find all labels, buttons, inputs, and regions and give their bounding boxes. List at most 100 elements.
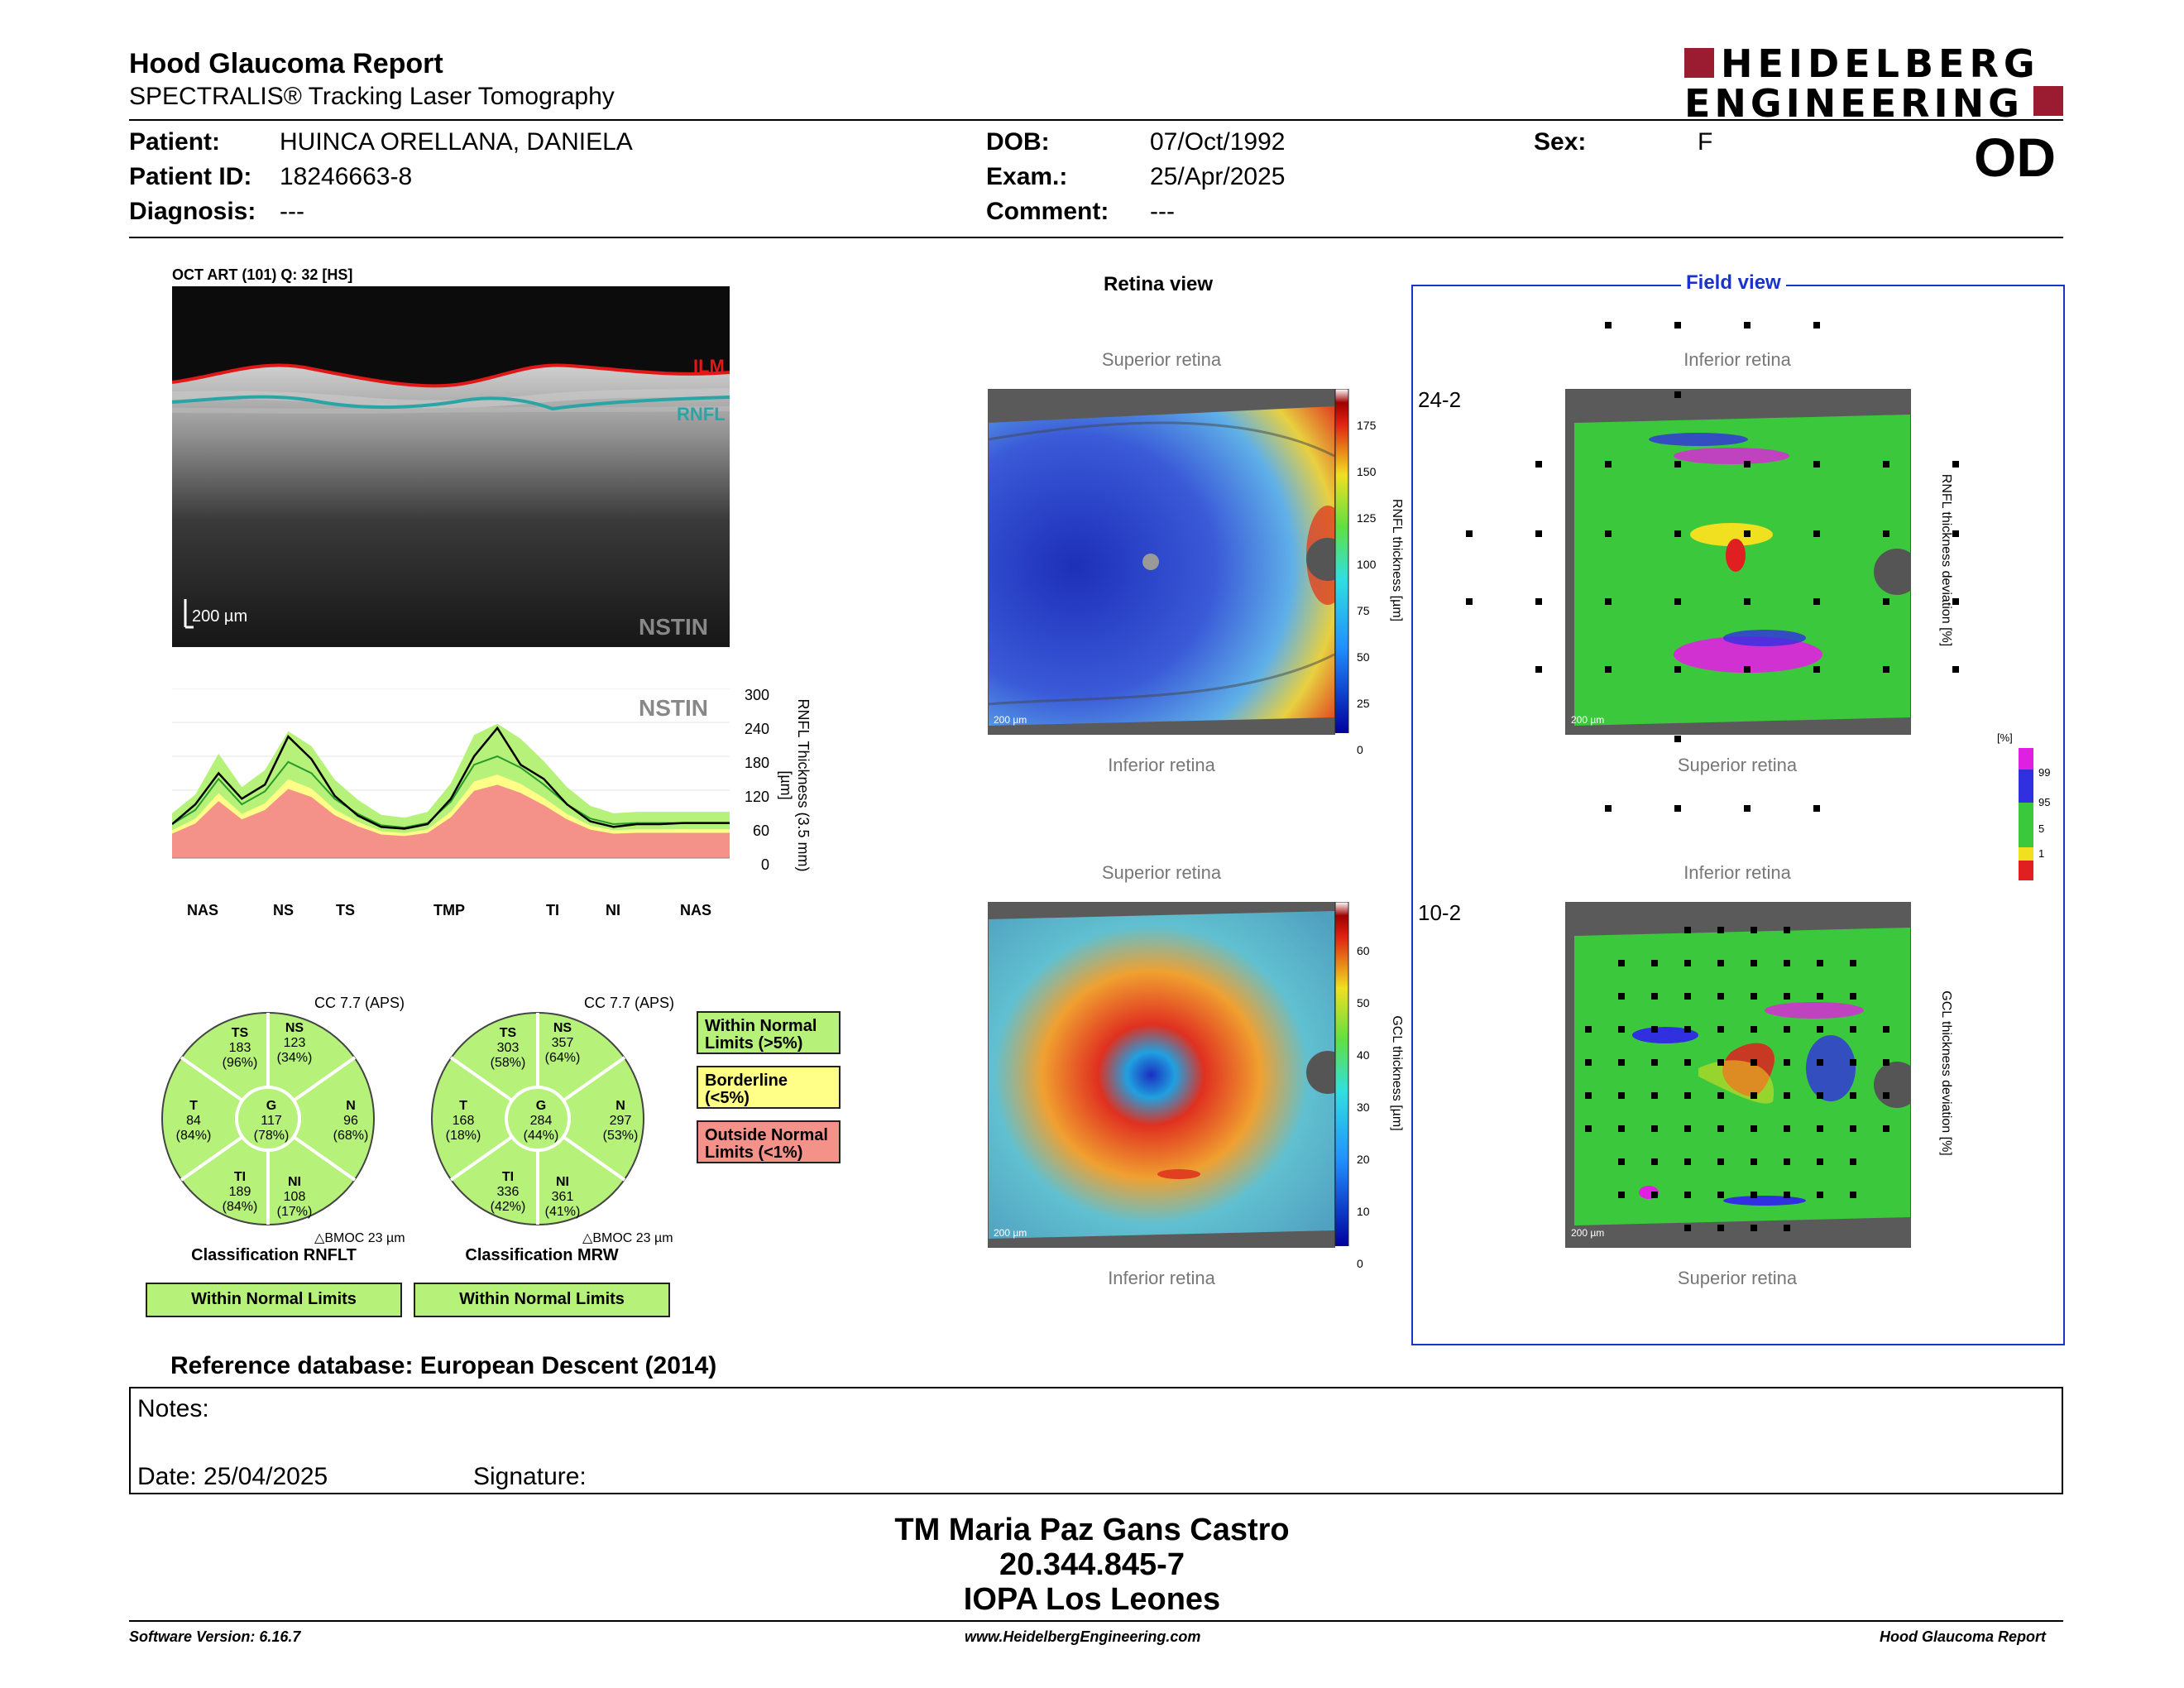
field-test-point (1585, 1092, 1592, 1099)
field-test-point (1651, 1026, 1658, 1033)
x-label-nas: NAS (187, 902, 219, 918)
pct-tick-99: 99 (2038, 766, 2051, 779)
field-test-point (1751, 1026, 1757, 1033)
eye-label: OD (1974, 127, 2056, 188)
grid-10-2-label: 10-2 (1418, 900, 1462, 925)
field-test-point (1674, 805, 1681, 812)
field-test-point (1674, 598, 1681, 605)
pct-tick-95: 95 (2038, 796, 2051, 808)
rnfl-dev-scale: 200 µm (1571, 714, 1605, 726)
field-test-point (1883, 1125, 1889, 1132)
y-tick: 240 (744, 721, 769, 737)
field-test-point (1850, 1092, 1856, 1099)
field-test-point (1717, 1158, 1724, 1165)
signer-block: TM Maria Paz Gans Castro 20.344.845-7 IO… (827, 1513, 1357, 1617)
field-test-point (1952, 530, 1959, 537)
field-test-point (1717, 1026, 1724, 1033)
retina-top-caption-2: Superior retina (1101, 862, 1222, 883)
mrw-sector-ns: NS 357 (64%) (544, 1021, 581, 1065)
field-test-point (1850, 1125, 1856, 1132)
field-test-point (1817, 1059, 1823, 1066)
pct-tick-5: 5 (2038, 822, 2045, 835)
field-test-point (1674, 461, 1681, 468)
report-subtitle: SPECTRALIS® Tracking Laser Tomography (129, 83, 615, 110)
field-test-point (1618, 1192, 1625, 1198)
field-test-point (1651, 1059, 1658, 1066)
field-test-point (1784, 1026, 1790, 1033)
field-test-point (1717, 927, 1724, 933)
diagnosis-value: --- (280, 198, 304, 225)
rnfl-colorbar-label: RNFL thickness [µm] (1390, 498, 1404, 622)
mrw-sector-t: T 168 (18%) (445, 1099, 481, 1143)
field-test-point (1717, 1225, 1724, 1231)
field-test-point (1813, 598, 1820, 605)
mrw-sector-ni: NI 361 (41%) (544, 1175, 581, 1219)
field-test-point (1784, 1092, 1790, 1099)
gcl-dev-scale: 200 µm (1571, 1227, 1605, 1239)
field-test-point (1744, 666, 1751, 673)
rnfl-map-scale: 200 µm (994, 714, 1027, 726)
y-tick: 60 (752, 822, 769, 839)
rnflt-sector-ni: NI 108 (17%) (276, 1175, 313, 1219)
field-test-point (1535, 461, 1542, 468)
rnfl-label: RNFL (677, 404, 726, 424)
field-test-point (1684, 1059, 1691, 1066)
field-test-point (1817, 1192, 1823, 1198)
sex-value: F (1698, 128, 1713, 156)
legend-outside: Outside Normal Limits (<1%) (697, 1120, 841, 1163)
field-test-point (1850, 960, 1856, 966)
field-view-title: Field view (1681, 271, 1786, 295)
signer-name: TM Maria Paz Gans Castro (894, 1513, 1290, 1547)
rnfl-colorbar (1334, 389, 1349, 733)
field-test-point (1744, 322, 1751, 328)
field-test-point (1618, 960, 1625, 966)
notes-date: Date: 25/04/2025 (137, 1463, 328, 1490)
rnfl-deviation-map: 200 µm (1565, 389, 1911, 735)
field-test-point (1605, 598, 1612, 605)
field-test-point (1618, 1158, 1625, 1165)
field-test-point (1651, 1158, 1658, 1165)
mrw-sector-n: N 297 (53%) (602, 1099, 639, 1143)
field-test-point (1952, 666, 1959, 673)
field-test-point (1883, 1092, 1889, 1099)
website-link[interactable]: www.HeidelbergEngineering.com (965, 1628, 1201, 1645)
field-top-caption-2: Inferior retina (1684, 862, 1791, 883)
retina-bottom-caption-1: Inferior retina (1108, 755, 1215, 775)
field-test-point (1813, 666, 1820, 673)
patient-id-label: Patient ID: (129, 163, 252, 190)
field-test-point (1883, 1026, 1889, 1033)
rnfl-colorbar-ticks: 175 150 125 100 75 50 25 0 (1357, 419, 1377, 756)
field-test-point (1883, 530, 1889, 537)
oct-caption: OCT ART (101) Q: 32 [HS] (172, 266, 353, 283)
software-version: Software Version: 6.16.7 (129, 1628, 301, 1645)
field-test-point (1883, 1059, 1889, 1066)
field-test-point (1717, 1092, 1724, 1099)
field-test-point (1784, 1125, 1790, 1132)
brand-line-1: HEIDELBERG (1721, 41, 2040, 86)
field-test-point (1751, 1059, 1757, 1066)
field-test-point (1717, 1125, 1724, 1132)
field-test-point (1717, 993, 1724, 1000)
field-test-point (1618, 1059, 1625, 1066)
field-test-point (1651, 960, 1658, 966)
outside-band (172, 784, 730, 858)
field-test-point (1605, 530, 1612, 537)
field-test-point (1784, 1158, 1790, 1165)
field-test-point (1684, 1158, 1691, 1165)
field-test-point (1744, 461, 1751, 468)
field-test-point (1751, 1158, 1757, 1165)
rnflt-sector-g: G 117 (78%) (253, 1099, 290, 1143)
profile-y-label: RNFL Thickness (3.5 mm) [µm] (778, 698, 812, 872)
field-test-point (1813, 805, 1820, 812)
field-test-point (1651, 1092, 1658, 1099)
gcl-colorbar-label: GCL thickness [µm] (1390, 1015, 1404, 1131)
field-test-point (1817, 993, 1823, 1000)
mrw-sector-g: G 284 (44%) (523, 1099, 559, 1143)
rnfl-profile-chart (172, 688, 730, 859)
rnflt-sector-ns: NS 123 (34%) (276, 1021, 313, 1065)
pct-label: [%] (1997, 731, 2013, 744)
field-test-point (1684, 1026, 1691, 1033)
field-top-caption-1: Inferior retina (1684, 349, 1791, 370)
gcl-colorbar (1334, 902, 1349, 1246)
field-test-point (1651, 1125, 1658, 1132)
